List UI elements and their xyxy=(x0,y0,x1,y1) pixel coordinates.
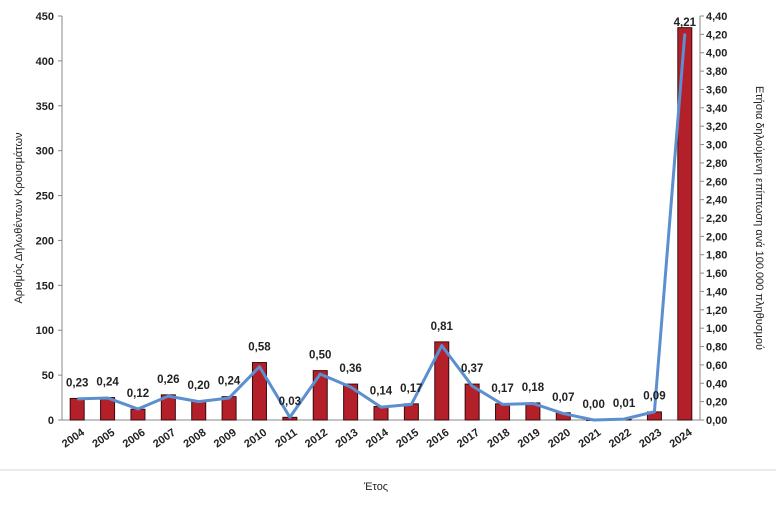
y-right-tick-label: 1,80 xyxy=(706,250,727,262)
x-tick-label: 2020 xyxy=(546,427,573,451)
x-tick-label: 2007 xyxy=(151,427,178,451)
y-right-tick-label: 3,40 xyxy=(706,103,727,115)
data-label: 0,07 xyxy=(552,392,574,404)
x-tick-label: 2015 xyxy=(394,427,421,451)
y-tick-label: 300 xyxy=(36,146,54,158)
data-label: 0,00 xyxy=(582,399,604,411)
y-tick-label: 350 xyxy=(36,101,54,113)
y-right-tick-label: 1,40 xyxy=(706,286,727,298)
y-tick-label: 400 xyxy=(36,56,54,68)
y-right-tick-label: 2,60 xyxy=(706,176,727,188)
x-tick-label: 2010 xyxy=(242,427,269,451)
data-label: 0,26 xyxy=(157,374,179,386)
bar-2024 xyxy=(677,27,693,421)
data-label: 0,17 xyxy=(400,383,422,395)
x-tick-label: 2021 xyxy=(576,427,603,451)
y-tick-label: 100 xyxy=(36,325,54,337)
y-right-tick-label: 2,40 xyxy=(706,195,727,207)
y-right-tick-label: 3,20 xyxy=(706,121,727,133)
x-tick-label: 2019 xyxy=(516,427,543,451)
y-tick-label: 0 xyxy=(48,415,54,427)
data-label: 0,58 xyxy=(248,342,271,354)
y-axis-title: Αριθμός Δηλωθέντων Κρουσμάτων xyxy=(13,132,25,304)
y-right-tick-label: 2,80 xyxy=(706,158,727,170)
incidence-line xyxy=(77,33,687,422)
y-right-tick-label: 3,00 xyxy=(706,140,727,152)
bar-2018 xyxy=(495,403,511,421)
x-tick-label: 2024 xyxy=(668,426,696,450)
bar-2010 xyxy=(251,362,267,421)
bar-2004 xyxy=(69,397,85,421)
bar-2016 xyxy=(434,341,450,421)
x-tick-label: 2005 xyxy=(90,427,117,451)
y-right-tick-label: 1,00 xyxy=(706,323,727,335)
x-tick-label: 2016 xyxy=(425,427,452,451)
data-label: 4,21 xyxy=(674,17,697,29)
y-right-tick-label: 0,60 xyxy=(706,360,727,372)
data-label: 0,23 xyxy=(66,377,88,389)
data-label: 0,24 xyxy=(96,377,119,389)
y-right-tick-label: 2,20 xyxy=(706,213,727,225)
y-right-tick-label: 0,40 xyxy=(706,378,727,390)
data-label: 0,17 xyxy=(491,383,513,395)
bar-2008 xyxy=(191,400,207,421)
y-right-tick-label: 1,60 xyxy=(706,268,727,280)
data-label: 0,36 xyxy=(339,363,361,375)
data-label: 0,81 xyxy=(431,321,454,333)
x-tick-label: 2018 xyxy=(485,427,512,451)
bar-2012 xyxy=(312,370,328,421)
x-tick-label: 2013 xyxy=(333,427,360,451)
y-right-tick-label: 4,40 xyxy=(706,11,727,23)
data-label: 0,18 xyxy=(522,382,545,394)
y-right-tick-label: 0,20 xyxy=(706,397,727,409)
y-right-tick-label: 3,80 xyxy=(706,66,727,78)
x-tick-label: 2023 xyxy=(637,427,664,451)
y-axis-right-title: Ετήσια δηλούμενη επίπτωση ανά 100.000 πλ… xyxy=(753,86,765,350)
y-right-tick-label: 3,60 xyxy=(706,84,727,96)
x-tick-label: 2014 xyxy=(364,426,392,450)
y-right-tick-label: 2,00 xyxy=(706,231,727,243)
data-label: 0,01 xyxy=(613,398,636,410)
y-right-tick-label: 4,20 xyxy=(706,29,727,41)
x-tick-label: 2004 xyxy=(60,426,88,450)
x-tick-label: 2011 xyxy=(273,427,299,451)
data-label: 0,24 xyxy=(218,376,241,388)
data-label: 0,14 xyxy=(370,386,393,398)
y-tick-label: 200 xyxy=(36,235,54,247)
data-label: 0,09 xyxy=(643,391,665,403)
x-tick-label: 2006 xyxy=(121,427,148,451)
data-label: 0,20 xyxy=(188,380,210,392)
x-tick-label: 2008 xyxy=(181,427,208,451)
x-tick-label: 2017 xyxy=(455,427,482,451)
y-tick-label: 50 xyxy=(42,370,54,382)
x-tick-label: 2022 xyxy=(607,427,634,451)
y-tick-label: 450 xyxy=(36,11,54,23)
data-label: 0,03 xyxy=(279,396,301,408)
bar-2009 xyxy=(221,396,237,421)
y-right-tick-label: 0,80 xyxy=(706,342,727,354)
y-right-tick-label: 0,00 xyxy=(706,415,727,427)
y-tick-label: 250 xyxy=(36,191,54,203)
x-axis-title: Έτος xyxy=(363,481,388,493)
data-label: 0,50 xyxy=(309,350,331,362)
y-right-tick-label: 1,20 xyxy=(706,305,727,317)
y-tick-label: 150 xyxy=(36,280,54,292)
data-label: 0,37 xyxy=(461,363,483,375)
x-tick-label: 2009 xyxy=(212,427,239,451)
x-tick-label: 2012 xyxy=(303,427,330,451)
bar-2013 xyxy=(343,383,359,421)
data-label: 0,12 xyxy=(127,388,149,400)
bar-2006 xyxy=(130,408,146,421)
y-right-tick-label: 4,00 xyxy=(706,48,727,60)
